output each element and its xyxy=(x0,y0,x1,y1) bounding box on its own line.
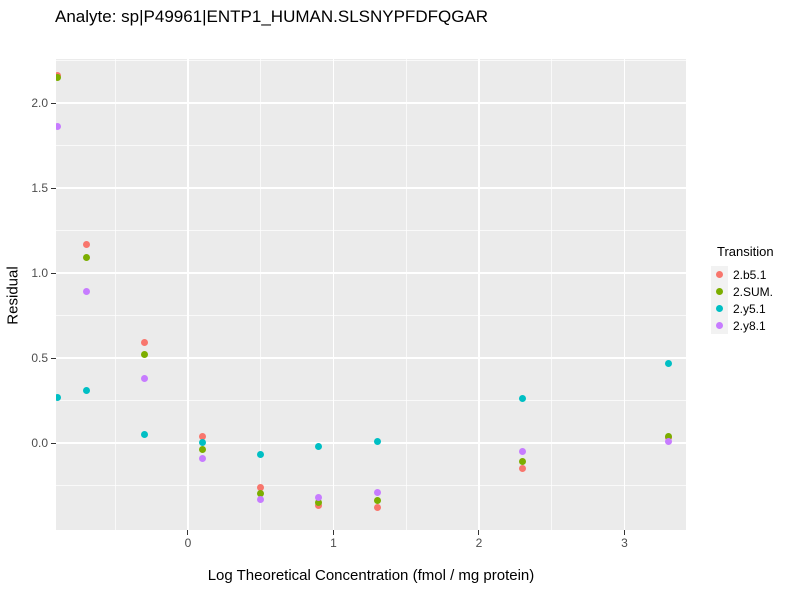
y-tick-mark xyxy=(51,103,56,105)
gridline-minor-x xyxy=(551,59,553,530)
y-tick-label: 0.5 xyxy=(31,350,48,365)
legend-items: 2.b5.1 2.SUM. 2.y5.1 2.y8.1 xyxy=(711,266,774,334)
data-point xyxy=(140,339,148,347)
data-point xyxy=(664,359,672,367)
gridline-minor-y xyxy=(56,399,686,401)
x-tick-mark xyxy=(478,530,480,535)
legend-item-label: 2.b5.1 xyxy=(733,267,767,282)
y-tick-mark xyxy=(51,272,56,274)
y-tick-label: 2.0 xyxy=(31,96,48,111)
legend-item: 2.SUM. xyxy=(711,283,774,300)
gridline-minor-y xyxy=(56,145,686,147)
data-point xyxy=(140,351,148,359)
x-axis: 0 1 2 3 xyxy=(56,530,686,552)
legend-key xyxy=(711,266,728,283)
y-tick-mark xyxy=(51,357,56,359)
legend-item-label: 2.y8.1 xyxy=(733,318,766,333)
data-point xyxy=(664,432,672,440)
x-tick-mark xyxy=(187,530,189,535)
data-point xyxy=(519,464,527,472)
gridline-major-y xyxy=(56,442,686,444)
legend-dot-icon xyxy=(716,271,723,278)
data-point xyxy=(373,488,381,496)
data-point xyxy=(315,498,323,506)
y-tick-mark xyxy=(51,442,56,444)
data-point xyxy=(199,454,206,462)
x-tick-label: 2 xyxy=(475,536,483,550)
legend-item-label: 2.y5.1 xyxy=(733,301,766,316)
legend-key xyxy=(711,300,728,317)
y-axis: 0.0 0.5 1.0 1.5 2.0 xyxy=(0,59,48,530)
gridline-minor-x xyxy=(405,59,407,530)
legend-item: 2.b5.1 xyxy=(711,266,774,283)
data-point xyxy=(140,374,148,382)
x-tick-label: 0 xyxy=(184,536,192,550)
gridline-major-y xyxy=(56,272,686,274)
y-axis-title: Residual xyxy=(4,266,22,325)
data-point xyxy=(373,497,381,505)
x-tick-mark xyxy=(332,530,334,535)
legend-key xyxy=(711,283,728,300)
gridline-major-x xyxy=(478,59,480,530)
x-tick-label: 1 xyxy=(330,536,337,550)
legend-title: Transition xyxy=(717,244,774,259)
gridline-major-x xyxy=(623,59,626,530)
gridline-major-y xyxy=(56,357,686,359)
data-point xyxy=(199,446,206,454)
gridline-minor-y xyxy=(56,230,686,231)
data-point xyxy=(257,490,265,498)
data-point xyxy=(664,437,672,445)
x-axis-title: Log Theoretical Concentration (fmol / mg… xyxy=(207,567,535,584)
y-tick-label: 1.0 xyxy=(31,265,48,280)
data-point xyxy=(315,442,323,450)
gridline-major-x xyxy=(187,59,189,530)
x-tick-label: 3 xyxy=(621,536,628,550)
data-point xyxy=(373,437,381,445)
data-point xyxy=(199,439,206,447)
plot-title: Analyte: sp|P49961|ENTP1_HUMAN.SLSNYPFDF… xyxy=(55,7,489,26)
gridline-minor-y xyxy=(56,314,686,316)
gridline-major-y xyxy=(56,102,686,104)
legend-dot-icon xyxy=(716,305,723,312)
data-point xyxy=(82,240,90,248)
data-point xyxy=(519,447,527,455)
data-point xyxy=(315,493,323,501)
legend-item: 2.y8.1 xyxy=(711,317,774,334)
data-point xyxy=(140,430,148,438)
data-point xyxy=(82,254,90,262)
data-point xyxy=(56,123,61,131)
gridline-minor-y xyxy=(56,60,686,62)
plot-panel xyxy=(56,59,686,530)
data-point xyxy=(257,483,265,491)
data-point xyxy=(82,386,90,394)
data-point xyxy=(373,504,381,512)
data-point xyxy=(257,495,265,503)
gridline-minor-x xyxy=(260,59,262,530)
data-point xyxy=(519,458,527,466)
data-point xyxy=(82,288,90,296)
data-point xyxy=(519,395,527,403)
gridline-minor-x xyxy=(114,59,116,530)
x-tick-mark xyxy=(623,530,625,535)
legend-dot-icon xyxy=(716,322,723,329)
y-tick-label: 1.5 xyxy=(31,181,48,195)
data-point xyxy=(199,432,206,440)
legend-item: 2.y5.1 xyxy=(711,300,774,317)
legend-key xyxy=(711,317,728,334)
data-point xyxy=(257,451,265,459)
y-tick-label: 0.0 xyxy=(31,435,48,450)
data-point xyxy=(56,393,61,401)
gridline-minor-y xyxy=(56,484,686,486)
legend-item-label: 2.SUM. xyxy=(733,284,774,299)
gridline-major-y xyxy=(56,187,686,189)
gridline-major-x xyxy=(332,59,335,530)
legend: Transition 2.b5.1 2.SUM. 2.y5.1 2.y8.1 xyxy=(711,244,774,334)
data-point xyxy=(56,74,61,82)
legend-dot-icon xyxy=(716,288,723,295)
y-tick-mark xyxy=(51,188,56,189)
